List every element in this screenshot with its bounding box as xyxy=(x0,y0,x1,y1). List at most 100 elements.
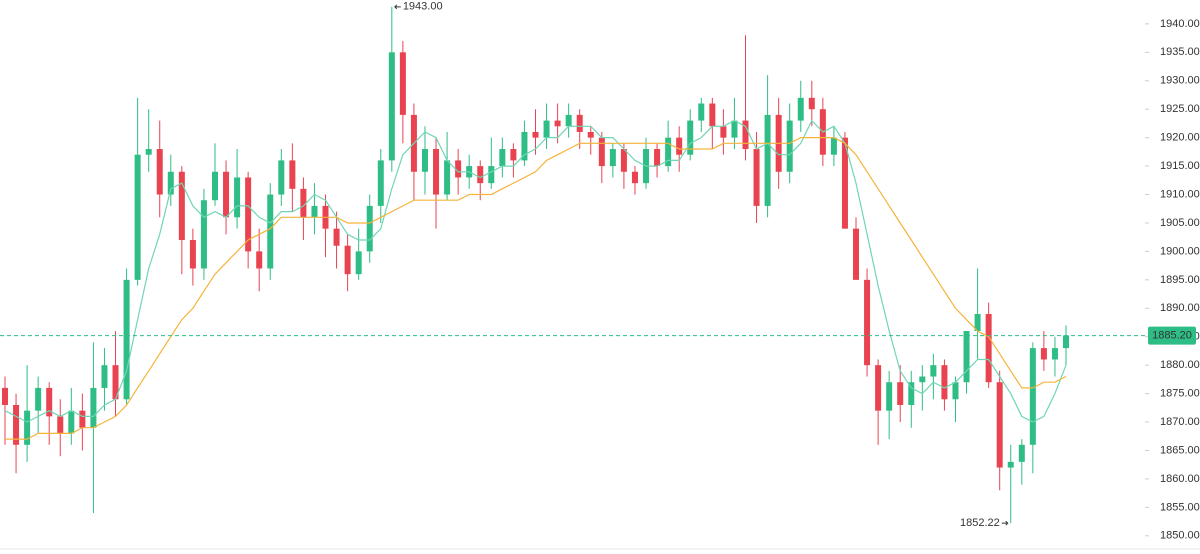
candle-body xyxy=(488,166,495,184)
candle-body xyxy=(366,205,373,252)
candle-body xyxy=(245,177,252,252)
candle-body xyxy=(786,120,793,172)
y-tick-label: 1905.00 xyxy=(1160,217,1200,229)
candle-body xyxy=(13,404,20,445)
candle-body xyxy=(178,171,185,241)
candle-body xyxy=(1007,461,1014,468)
candle-body xyxy=(687,120,694,155)
candle-body xyxy=(278,160,285,195)
candle-body xyxy=(1051,348,1058,360)
y-tick-label: 1910.00 xyxy=(1160,188,1200,200)
candle-body xyxy=(123,279,130,400)
candle-body xyxy=(532,131,539,138)
candle-body xyxy=(256,251,263,269)
candle-body xyxy=(753,149,760,206)
candle-body xyxy=(731,120,738,138)
last-price-label: 1885.20 xyxy=(1152,329,1192,341)
y-tick-label: 1895.00 xyxy=(1160,274,1200,286)
candle-body xyxy=(897,382,904,405)
candle-body xyxy=(886,382,893,411)
candle-body xyxy=(974,313,981,332)
candle-body xyxy=(211,171,218,201)
y-tick-label: 1850.00 xyxy=(1160,530,1200,542)
candle-body xyxy=(433,149,440,195)
candle-body xyxy=(267,194,274,269)
candle-body xyxy=(985,313,992,383)
candle-body xyxy=(963,331,970,383)
candle-body xyxy=(676,137,683,155)
candle-body xyxy=(388,52,395,161)
candle-body xyxy=(654,149,661,167)
candle-body xyxy=(1040,348,1047,360)
candle-body xyxy=(565,114,572,127)
candle-body xyxy=(698,103,705,121)
candle-body xyxy=(2,387,8,405)
candle-body xyxy=(510,149,517,161)
candle-body xyxy=(864,279,871,366)
candle-body xyxy=(79,410,86,428)
candle-body xyxy=(90,387,97,428)
y-tick-label: 1940.00 xyxy=(1160,18,1200,30)
y-tick-label: 1855.00 xyxy=(1160,501,1200,513)
candle-body xyxy=(399,52,406,115)
candle-body xyxy=(499,149,506,167)
y-tick-label: 1860.00 xyxy=(1160,473,1200,485)
candle-body xyxy=(68,410,75,434)
candle-body xyxy=(189,240,196,269)
candle-body xyxy=(311,205,318,218)
candle-body xyxy=(1063,335,1069,349)
candle-body xyxy=(24,410,31,445)
candle-body xyxy=(521,131,528,161)
moving-average xyxy=(5,137,1067,440)
high-label: 1943.00 xyxy=(403,1,443,13)
candle-body xyxy=(289,160,296,189)
candle-body xyxy=(101,365,108,388)
candle-body xyxy=(620,149,627,172)
candle-body xyxy=(455,160,462,178)
candle-body xyxy=(742,120,749,150)
annotation-arrow xyxy=(1001,520,1009,526)
candle-body xyxy=(808,97,815,110)
candle-body xyxy=(554,120,561,127)
candle-body xyxy=(598,137,605,167)
candle-body xyxy=(797,97,804,121)
candle-body xyxy=(57,416,64,434)
candle-body xyxy=(952,382,959,400)
candle-body xyxy=(709,103,716,127)
candle-body xyxy=(631,171,638,184)
last-price-box xyxy=(1148,326,1196,345)
candle-body xyxy=(377,160,384,206)
y-tick-label: 1930.00 xyxy=(1160,75,1200,87)
y-tick-label: 1880.00 xyxy=(1160,359,1200,371)
candle-body xyxy=(344,245,351,275)
candle-body xyxy=(300,188,307,218)
low-label: 1852.22 xyxy=(960,517,1000,529)
candle-body xyxy=(444,160,451,195)
y-tick-label: 1870.00 xyxy=(1160,416,1200,428)
y-tick-label: 1900.00 xyxy=(1160,245,1200,257)
candle-body xyxy=(355,251,362,275)
candle-body xyxy=(908,382,915,405)
candle-body xyxy=(200,200,207,269)
candle-body xyxy=(996,382,1003,468)
candle-body xyxy=(830,137,837,155)
candle-body xyxy=(145,149,152,155)
candle-body xyxy=(333,228,340,246)
candle-body xyxy=(875,365,882,411)
y-tick-label: 1915.00 xyxy=(1160,160,1200,172)
candle-body xyxy=(46,387,53,417)
y-tick-label: 1865.00 xyxy=(1160,444,1200,456)
candle-body xyxy=(930,365,937,377)
candle-body xyxy=(477,166,484,184)
candle-body xyxy=(665,137,672,167)
candle-body xyxy=(1029,348,1036,445)
y-tick-label: 1925.00 xyxy=(1160,103,1200,115)
candle-body xyxy=(720,126,727,138)
y-tick-label: 1935.00 xyxy=(1160,46,1200,58)
y-tick-label: 1920.00 xyxy=(1160,132,1200,144)
candle-body xyxy=(1018,444,1025,462)
candle-body xyxy=(853,228,860,280)
candle-body xyxy=(223,171,230,218)
candle-body xyxy=(134,154,141,280)
